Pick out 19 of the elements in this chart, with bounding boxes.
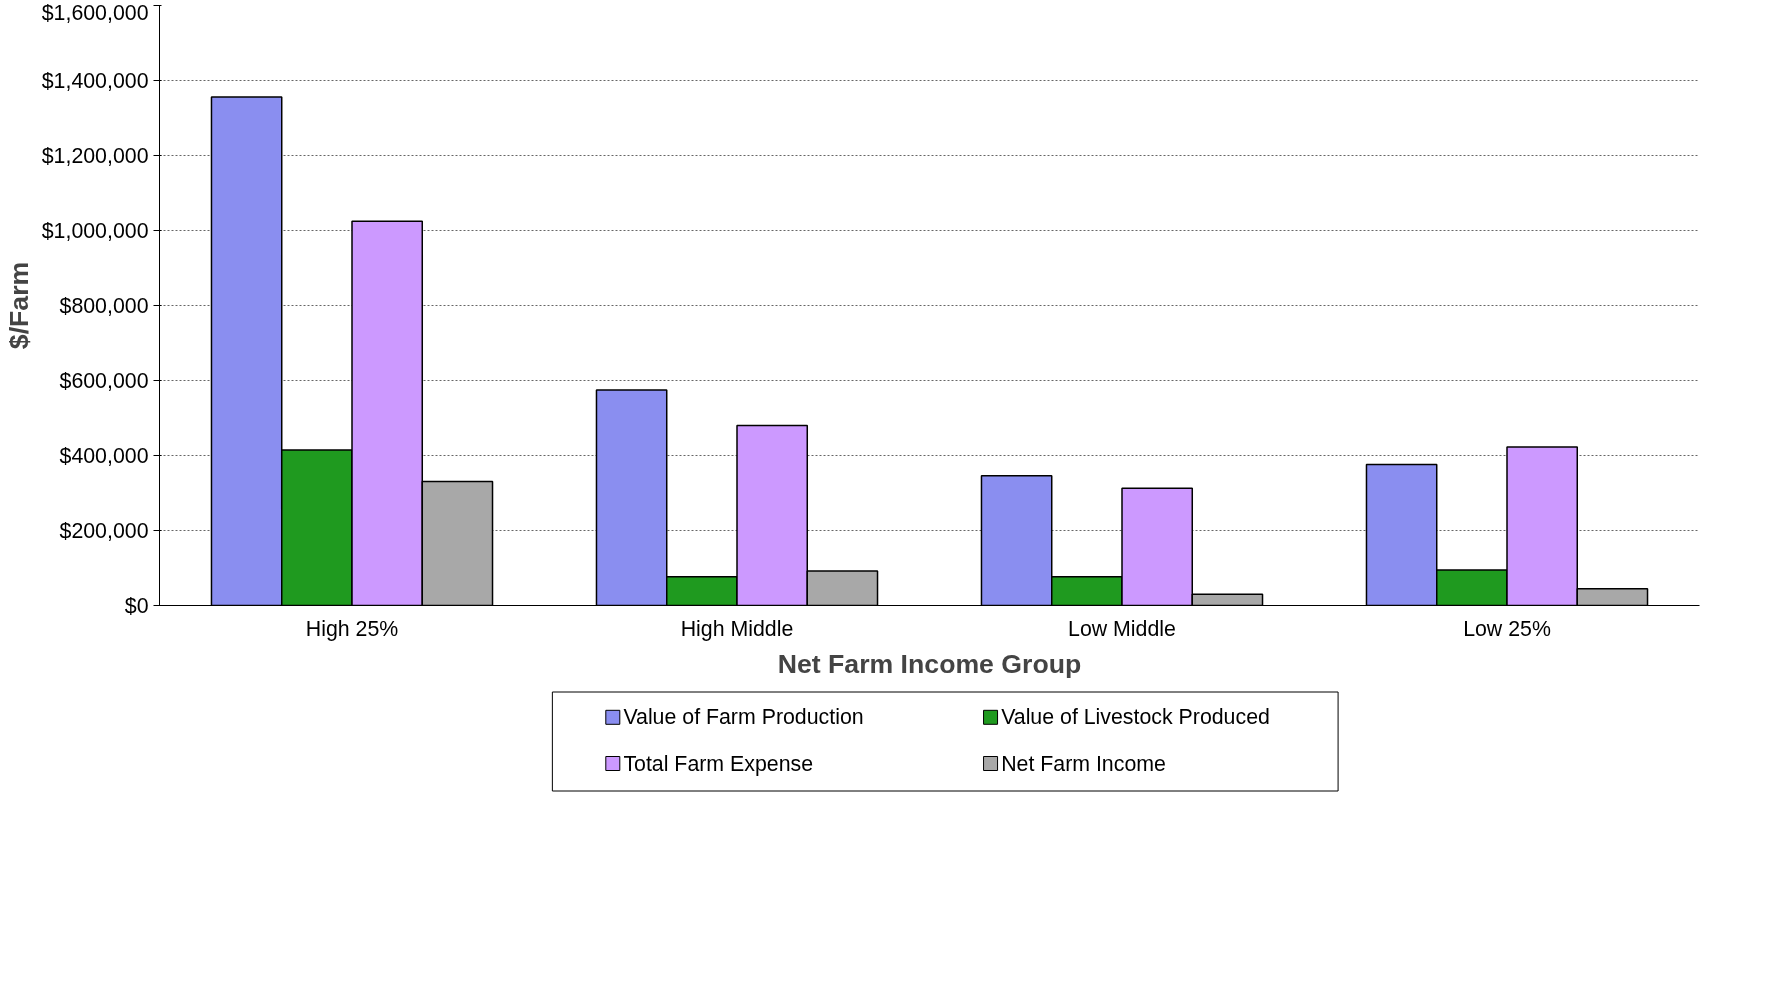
y-tick-label: $400,000 bbox=[59, 443, 149, 468]
x-tick-label: High Middle bbox=[680, 616, 794, 641]
legend-label: Value of Farm Production bbox=[623, 705, 864, 730]
y-tick-label: $0 bbox=[124, 593, 149, 618]
legend-label: Value of Livestock Produced bbox=[1001, 705, 1270, 730]
y-axis-title: $/Farm bbox=[3, 261, 34, 350]
y-tick-label: $1,400,000 bbox=[41, 68, 149, 93]
legend-label: Net Farm Income bbox=[1001, 751, 1166, 776]
legend-label: Total Farm Expense bbox=[623, 751, 814, 776]
y-tick-label: $1,600,000 bbox=[41, 0, 149, 25]
y-tick-label: $1,200,000 bbox=[41, 143, 149, 168]
y-tick-label: $600,000 bbox=[59, 368, 149, 393]
x-axis-title: Net Farm Income Group bbox=[777, 648, 1082, 679]
y-tick-label: $200,000 bbox=[59, 518, 149, 543]
x-tick-label: High 25% bbox=[305, 616, 399, 641]
y-tick-label: $1,000,000 bbox=[41, 218, 149, 243]
y-tick-label: $800,000 bbox=[59, 293, 149, 318]
x-tick-label: Low Middle bbox=[1068, 616, 1176, 641]
x-tick-label: Low 25% bbox=[1463, 616, 1551, 641]
